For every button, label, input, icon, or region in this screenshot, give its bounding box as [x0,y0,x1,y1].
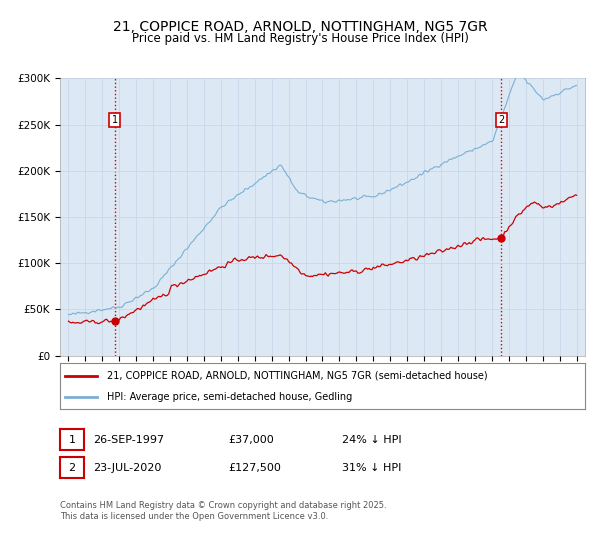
Text: Contains HM Land Registry data © Crown copyright and database right 2025.
This d: Contains HM Land Registry data © Crown c… [60,501,386,521]
Text: 2: 2 [68,463,76,473]
Text: 23-JUL-2020: 23-JUL-2020 [93,463,161,473]
Text: 31% ↓ HPI: 31% ↓ HPI [342,463,401,473]
Text: 21, COPPICE ROAD, ARNOLD, NOTTINGHAM, NG5 7GR: 21, COPPICE ROAD, ARNOLD, NOTTINGHAM, NG… [113,20,487,34]
Text: £127,500: £127,500 [228,463,281,473]
Text: 2: 2 [498,115,504,125]
Text: 26-SEP-1997: 26-SEP-1997 [93,435,164,445]
Text: 24% ↓ HPI: 24% ↓ HPI [342,435,401,445]
Text: 1: 1 [68,435,76,445]
Text: Price paid vs. HM Land Registry's House Price Index (HPI): Price paid vs. HM Land Registry's House … [131,32,469,45]
Text: £37,000: £37,000 [228,435,274,445]
Text: HPI: Average price, semi-detached house, Gedling: HPI: Average price, semi-detached house,… [107,393,353,402]
Text: 1: 1 [112,115,118,125]
Text: 21, COPPICE ROAD, ARNOLD, NOTTINGHAM, NG5 7GR (semi-detached house): 21, COPPICE ROAD, ARNOLD, NOTTINGHAM, NG… [107,371,488,381]
